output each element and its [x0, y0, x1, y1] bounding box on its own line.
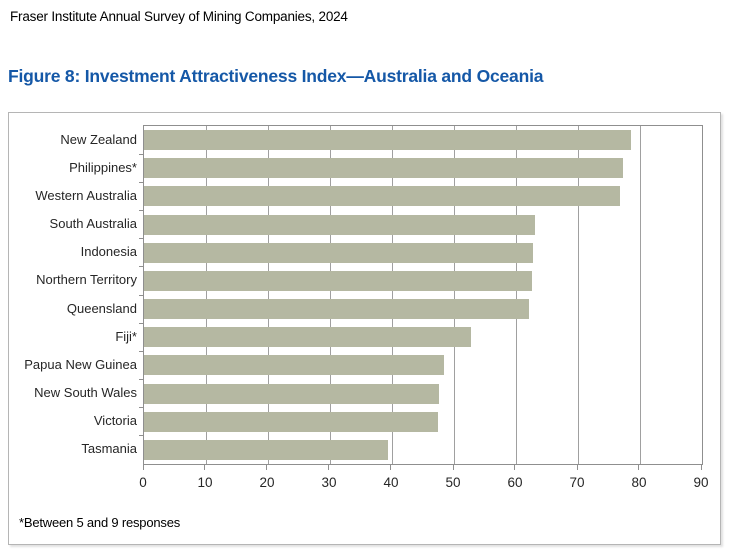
bar-row-northern-territory: [144, 267, 702, 295]
x-axis-label-40: 40: [383, 475, 399, 490]
x-axis-label-50: 50: [445, 475, 461, 490]
x-axis-tick-60: [514, 465, 516, 470]
bar-row-western-australia: [144, 182, 702, 210]
x-axis-label-80: 80: [631, 475, 647, 490]
y-axis-tick: [139, 379, 144, 380]
category-label-western-australia: Western Australia: [35, 187, 137, 203]
x-axis: 0 10 20 30 40 50 60 70 80 90: [139, 465, 709, 497]
category-label-indonesia: Indonesia: [80, 244, 137, 260]
bar-new-zealand: [144, 130, 631, 151]
gridline-60: [516, 126, 517, 464]
category-axis-labels: New Zealand Philippines* Western Australia…: [9, 125, 137, 463]
chart-panel: New Zealand Philippines* Western Australia…: [8, 112, 721, 545]
category-label-victoria: Victoria: [93, 413, 137, 429]
y-axis-tick: [139, 153, 144, 155]
x-axis-label-90: 90: [693, 475, 709, 490]
bar-row-south-australia: [144, 211, 702, 239]
x-axis-tick-30: [328, 465, 330, 470]
gridline-30: [330, 126, 331, 464]
figure-title: Figure 8: Investment Attractiveness Inde…: [8, 66, 544, 86]
x-axis-tick-50: [452, 465, 454, 470]
bar-western-australia: [144, 186, 621, 207]
bar-row-fiji: [144, 323, 702, 351]
x-axis-label-10: 10: [197, 475, 213, 490]
bar-row-victoria: [144, 408, 702, 436]
x-axis-tick-80: [638, 465, 640, 470]
y-axis-tick: [139, 407, 144, 409]
bar-northern-territory: [144, 270, 532, 291]
y-axis-tick: [139, 266, 144, 268]
bar-victoria: [144, 411, 438, 432]
category-label-new-zealand: New Zealand: [60, 131, 137, 147]
x-axis-label-70: 70: [569, 475, 585, 490]
bar-row-new-south-wales: [144, 380, 702, 408]
category-label-papua-new-guinea: Papua New Guinea: [24, 356, 137, 372]
bars-layer: [144, 126, 702, 464]
y-axis-tick: [139, 238, 144, 240]
y-axis-tick: [139, 322, 144, 324]
x-axis-tick-20: [266, 465, 268, 470]
gridline-10: [206, 126, 207, 464]
bar-row-new-zealand: [144, 126, 702, 154]
category-label-fiji: Fiji*: [115, 328, 137, 344]
gridline-70: [578, 126, 579, 464]
y-axis-tick: [139, 210, 144, 211]
gridline-50: [454, 126, 455, 464]
x-axis-label-20: 20: [259, 475, 275, 490]
bar-philippines: [144, 158, 623, 179]
bar-row-indonesia: [144, 239, 702, 267]
category-label-queensland: Queensland: [66, 300, 137, 316]
bar-row-papua-new-guinea: [144, 351, 702, 379]
category-label-new-south-wales: New South Wales: [34, 385, 137, 401]
bar-row-philippines: [144, 154, 702, 182]
x-axis-tick-70: [576, 465, 578, 470]
y-axis-tick: [139, 181, 144, 183]
chart-footnote: *Between 5 and 9 responses: [19, 515, 181, 530]
bar-new-south-wales: [144, 383, 440, 404]
gridline-20: [268, 126, 269, 464]
x-axis-tick-90: [700, 465, 702, 470]
survey-source-line: Fraser Institute Annual Survey of Mining…: [10, 9, 348, 24]
gridline-40: [392, 126, 393, 464]
bar-tasmania: [144, 439, 388, 460]
bar-queensland: [144, 299, 530, 320]
category-label-tasmania: Tasmania: [81, 441, 137, 457]
bar-papua-new-guinea: [144, 355, 445, 376]
category-label-south-australia: South Australia: [49, 216, 137, 232]
y-axis-tick: [139, 350, 144, 352]
x-axis-label-60: 60: [507, 475, 523, 490]
bar-row-queensland: [144, 295, 702, 323]
plot-area: [139, 125, 703, 465]
y-axis-tick: [139, 294, 144, 296]
bar-fiji: [144, 327, 472, 348]
x-axis-label-0: 0: [139, 475, 147, 490]
y-axis-tick: [139, 435, 144, 437]
gridline-80: [640, 126, 641, 464]
bar-south-australia: [144, 214, 535, 235]
x-axis-tick-0: [142, 465, 144, 470]
x-axis-label-30: 30: [321, 475, 337, 490]
bar-indonesia: [144, 242, 533, 263]
category-label-philippines: Philippines*: [69, 159, 137, 175]
x-axis-tick-40: [390, 465, 392, 470]
x-axis-tick-10: [204, 465, 206, 470]
category-label-northern-territory: Northern Territory: [36, 272, 137, 288]
bar-row-tasmania: [144, 436, 702, 464]
